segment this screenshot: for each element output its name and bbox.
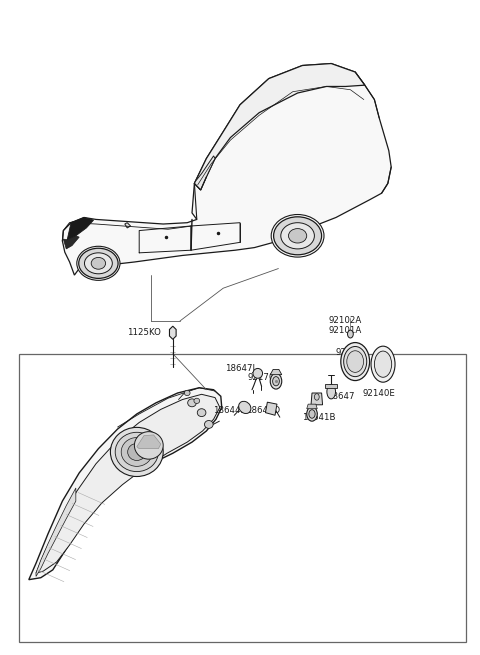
Polygon shape <box>29 388 222 580</box>
Polygon shape <box>311 393 323 405</box>
Polygon shape <box>36 394 220 573</box>
Ellipse shape <box>188 399 196 407</box>
Ellipse shape <box>121 438 152 466</box>
Text: 92170C: 92170C <box>248 373 281 383</box>
Ellipse shape <box>281 223 314 249</box>
Text: 92140E: 92140E <box>362 388 395 398</box>
Ellipse shape <box>77 246 120 280</box>
Ellipse shape <box>347 351 364 372</box>
Ellipse shape <box>314 394 319 400</box>
Ellipse shape <box>91 257 106 269</box>
Ellipse shape <box>84 253 112 274</box>
Ellipse shape <box>115 432 158 472</box>
Ellipse shape <box>194 398 200 403</box>
Ellipse shape <box>273 377 279 386</box>
Ellipse shape <box>274 217 322 255</box>
Ellipse shape <box>110 427 163 477</box>
Text: 18644E: 18644E <box>213 405 246 415</box>
Text: 92161A: 92161A <box>336 348 369 357</box>
Ellipse shape <box>371 346 395 383</box>
Ellipse shape <box>184 390 190 396</box>
Ellipse shape <box>197 409 206 417</box>
Text: 18647J: 18647J <box>225 364 254 373</box>
Ellipse shape <box>288 229 307 243</box>
Bar <box>19 354 466 642</box>
Polygon shape <box>137 435 161 449</box>
Text: 92102A: 92102A <box>329 316 362 326</box>
Ellipse shape <box>341 343 370 381</box>
Polygon shape <box>194 64 365 190</box>
Polygon shape <box>36 488 76 576</box>
Polygon shape <box>67 217 94 240</box>
Text: 18641B: 18641B <box>302 413 336 422</box>
Ellipse shape <box>204 421 213 428</box>
Ellipse shape <box>348 330 353 338</box>
Text: 1125KO: 1125KO <box>127 328 161 337</box>
Polygon shape <box>125 223 131 228</box>
Polygon shape <box>169 326 176 339</box>
Polygon shape <box>194 156 215 190</box>
Ellipse shape <box>128 443 146 460</box>
Polygon shape <box>62 64 391 275</box>
Ellipse shape <box>327 384 336 399</box>
Polygon shape <box>63 236 79 249</box>
Text: 92101A: 92101A <box>329 326 362 335</box>
Polygon shape <box>307 404 317 409</box>
Polygon shape <box>265 402 277 415</box>
Polygon shape <box>325 384 337 388</box>
Ellipse shape <box>239 402 251 413</box>
Ellipse shape <box>374 351 392 377</box>
Ellipse shape <box>309 410 315 419</box>
Ellipse shape <box>307 407 317 421</box>
Ellipse shape <box>271 215 324 257</box>
Ellipse shape <box>270 373 282 389</box>
Text: 18643D: 18643D <box>246 405 280 415</box>
Ellipse shape <box>253 368 263 379</box>
Polygon shape <box>270 369 282 375</box>
Ellipse shape <box>134 432 163 459</box>
Ellipse shape <box>79 248 118 278</box>
Ellipse shape <box>344 346 367 377</box>
Text: 18647: 18647 <box>327 392 355 401</box>
